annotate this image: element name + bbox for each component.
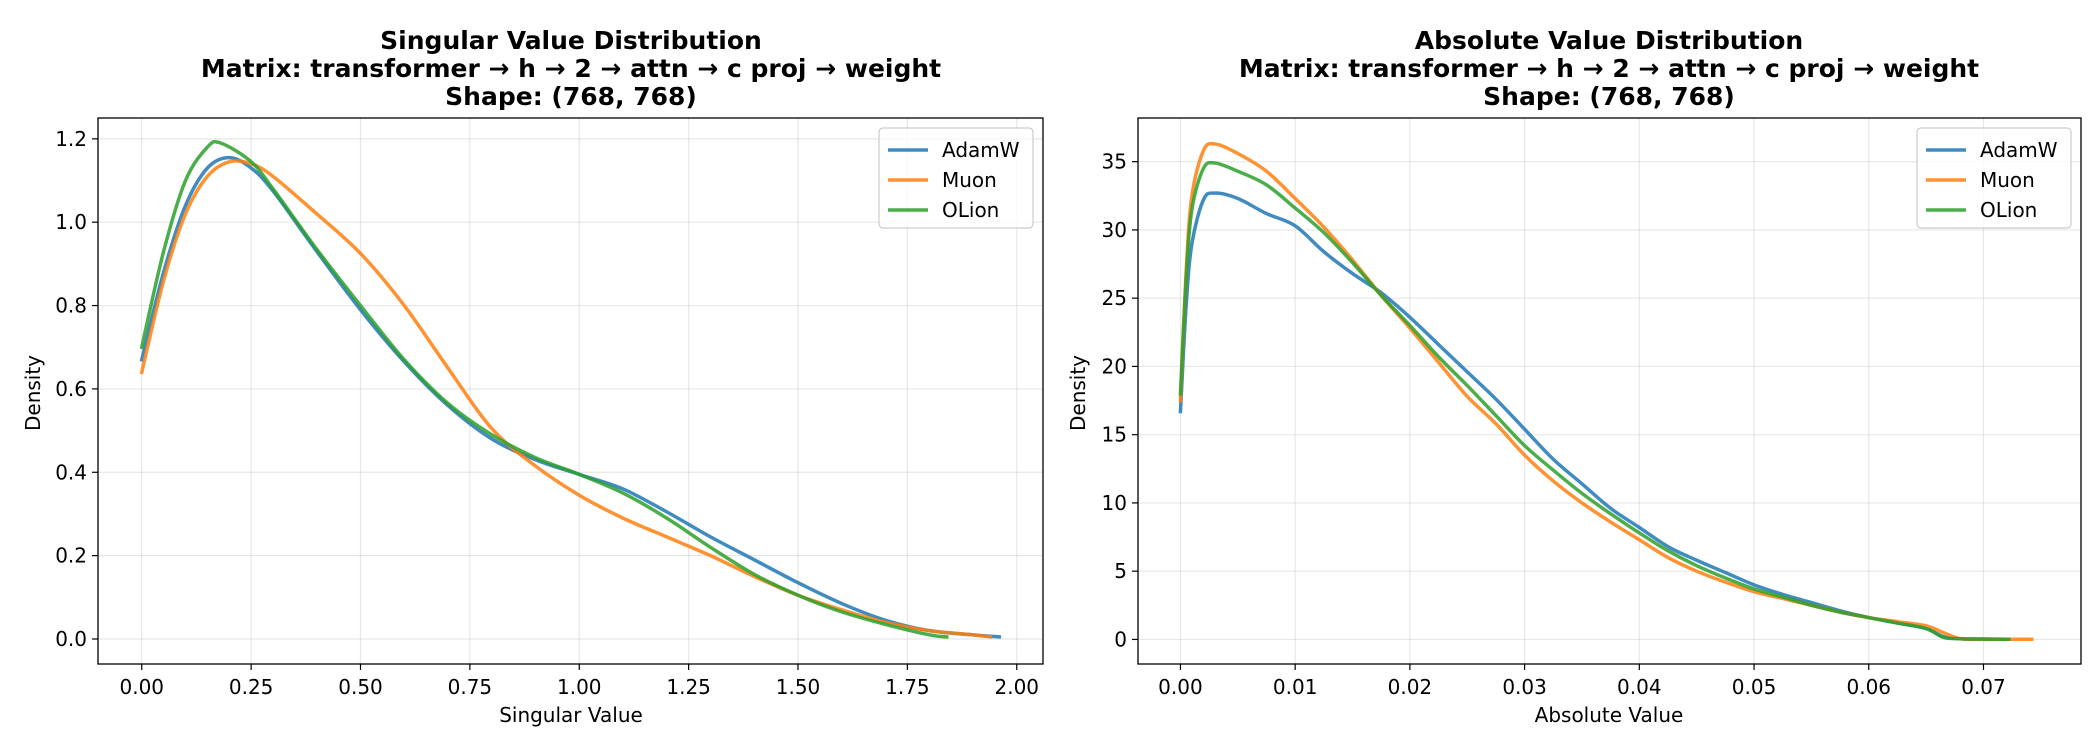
- series-line-olion: [139, 139, 949, 639]
- x-tick-label: 0.00: [119, 675, 164, 699]
- x-tick-label: 0.50: [338, 675, 383, 699]
- y-axis-ticks: 0.0 0.2 0.4 0.6 0.8 1.0 1.2: [55, 127, 98, 651]
- legend-frame: [1916, 127, 2072, 229]
- absolute-value-panel: Absolute Value Distribution Matrix: tran…: [1066, 26, 2082, 727]
- x-tick-label: 0.02: [1388, 675, 1433, 699]
- x-tick-label: 0.25: [229, 675, 274, 699]
- x-tick-label: 1.25: [666, 675, 711, 699]
- x-tick-label: 0.75: [448, 675, 493, 699]
- chart-title-line-3: Shape: (768, 768): [445, 82, 697, 111]
- y-tick-label: 0.0: [55, 627, 87, 651]
- y-tick-label: 25: [1102, 286, 1127, 310]
- y-tick-label: 10: [1102, 491, 1127, 515]
- x-axis-ticks: 0.00 0.01 0.02 0.03 0.04 0.05 0.06 0.07: [1158, 664, 2006, 699]
- series-line-muon: [139, 159, 993, 639]
- x-tick-label: 1.50: [776, 675, 821, 699]
- x-tick-label: 0.00: [1158, 675, 1203, 699]
- plot-frame: [1137, 117, 2082, 665]
- legend-label-olion: OLion: [942, 198, 999, 222]
- legend-label-muon: Muon: [942, 168, 997, 192]
- y-tick-label: 0.8: [55, 294, 87, 318]
- series-line-olion: [1178, 160, 2011, 642]
- chart-title-line-3: Shape: (768, 768): [1483, 82, 1735, 111]
- legend-frame: [878, 127, 1034, 229]
- y-tick-label: 0.4: [55, 460, 87, 484]
- chart-title-line-2: Matrix: transformer → h → 2 → attn → c p…: [201, 54, 941, 83]
- legend: AdamW Muon OLion: [1916, 127, 2072, 229]
- legend-label-olion: OLion: [1980, 198, 2037, 222]
- grid-lines: [1138, 118, 2081, 664]
- legend: AdamW Muon OLion: [878, 127, 1034, 229]
- data-lines: [1178, 141, 2034, 642]
- data-lines: [139, 139, 1002, 639]
- x-tick-label: 0.01: [1273, 675, 1318, 699]
- x-axis-ticks: 0.00 0.25 0.50 0.75 1.00 1.25 1.50 1.75 2.00: [119, 664, 1039, 699]
- y-tick-label: 0.6: [55, 377, 87, 401]
- legend-label-adamw: AdamW: [942, 138, 1020, 162]
- legend-label-muon: Muon: [1980, 168, 2035, 192]
- x-axis-label: Singular Value: [499, 703, 643, 727]
- x-tick-label: 0.07: [1961, 675, 2006, 699]
- plot-frame: [97, 117, 1044, 665]
- x-tick-label: 0.06: [1847, 675, 1892, 699]
- x-tick-label: 0.04: [1617, 675, 1662, 699]
- y-tick-label: 0.2: [55, 544, 87, 568]
- x-tick-label: 0.03: [1502, 675, 1547, 699]
- x-tick-label: 1.00: [557, 675, 602, 699]
- y-tick-label: 30: [1102, 218, 1127, 242]
- y-axis-label: Density: [1066, 355, 1090, 431]
- y-tick-label: 1.0: [55, 210, 87, 234]
- x-tick-label: 0.05: [1732, 675, 1777, 699]
- y-tick-label: 1.2: [55, 127, 87, 151]
- chart-title-line-1: Absolute Value Distribution: [1415, 26, 1803, 55]
- y-tick-label: 35: [1102, 150, 1127, 174]
- x-axis-label: Absolute Value: [1535, 703, 1684, 727]
- y-axis-ticks: 0 5 10 15 20 25 30 35: [1102, 150, 1138, 651]
- series-line-adamw: [139, 155, 1002, 639]
- y-tick-label: 15: [1102, 423, 1127, 447]
- y-axis-label: Density: [21, 355, 45, 431]
- x-tick-label: 2.00: [994, 675, 1039, 699]
- y-tick-label: 20: [1102, 354, 1127, 378]
- singular-value-panel: Singular Value Distribution Matrix: tran…: [21, 26, 1044, 727]
- y-tick-label: 0: [1114, 627, 1127, 651]
- grid-lines: [98, 118, 1043, 664]
- x-tick-label: 1.75: [885, 675, 930, 699]
- chart-title-line-1: Singular Value Distribution: [380, 26, 762, 55]
- legend-label-adamw: AdamW: [1980, 138, 2058, 162]
- chart-title-line-2: Matrix: transformer → h → 2 → attn → c p…: [1239, 54, 1979, 83]
- y-tick-label: 5: [1114, 559, 1127, 583]
